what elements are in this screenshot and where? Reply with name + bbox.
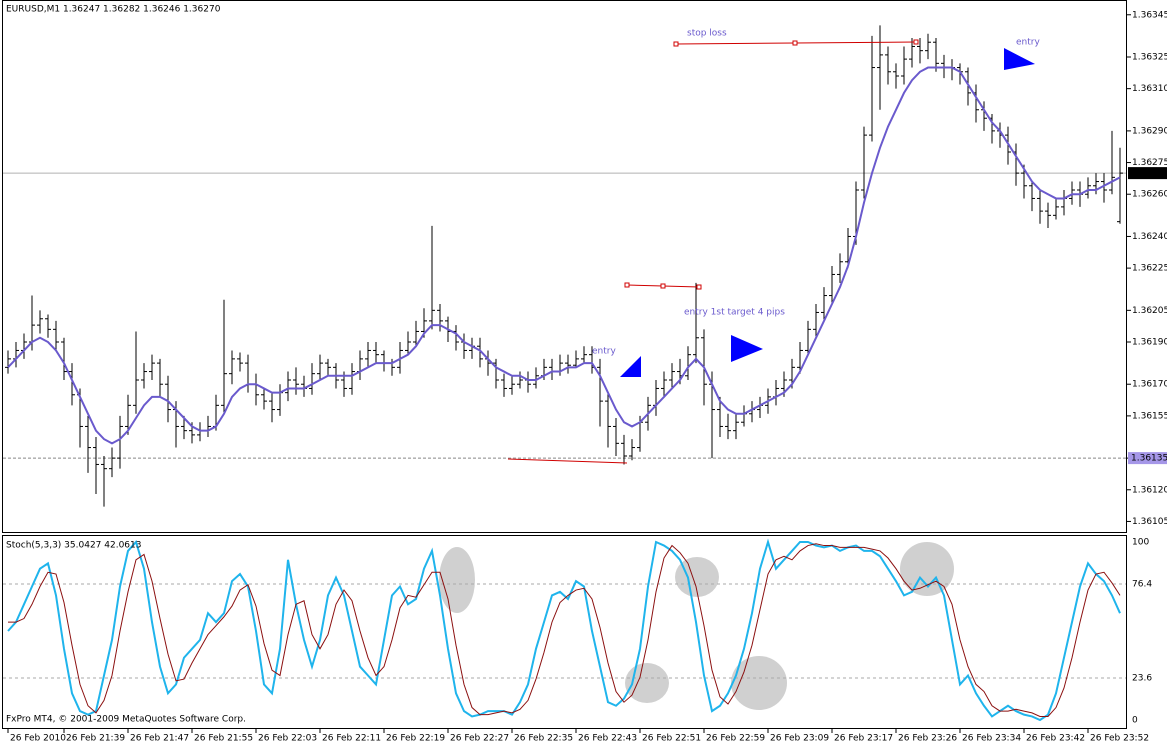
handle — [696, 284, 702, 290]
x-tick-label: 26 Feb 23:17 — [834, 734, 893, 744]
drawn-objects — [507, 39, 919, 464]
y-tick-label: 1.36290 — [1132, 126, 1167, 136]
low-line — [507, 458, 628, 464]
x-tick-label: 26 Feb 22:27 — [450, 734, 509, 744]
x-tick-label: 26 Feb 22:51 — [642, 734, 701, 744]
x-tick-label: 26 Feb 22:03 — [258, 734, 317, 744]
indicator-title: Stoch(5,3,3) 35.0427 42.0613 — [6, 541, 141, 551]
x-tick-label: 26 Feb 23:34 — [962, 734, 1021, 744]
blob — [439, 547, 475, 613]
entry-arrow — [620, 356, 641, 377]
x-tick-label: 26 Feb 22:11 — [322, 734, 381, 744]
blob — [675, 557, 719, 597]
handle — [673, 41, 679, 47]
stoch-line — [7, 538, 1121, 722]
y-tick-label: 1.36225 — [1132, 264, 1167, 274]
x-tick-label: 26 Feb 22:59 — [706, 734, 765, 744]
stoch-line — [8, 543, 1121, 717]
stoch-panel — [2, 535, 1127, 729]
y-tick-label: 0 — [1132, 716, 1138, 726]
handle — [792, 40, 798, 46]
y-tick-label: 1.36275 — [1132, 158, 1167, 168]
moving-average — [7, 66, 1121, 445]
x-tick-label: 26 Feb 22:43 — [578, 734, 637, 744]
y-tick-label: 76.4 — [1132, 580, 1152, 590]
price-label: 1.36270 — [1131, 169, 1167, 179]
blob — [900, 542, 954, 596]
y-tick-label: 1.36170 — [1132, 380, 1167, 390]
footer: FxPro MT4, © 2001-2009 MetaQuotes Softwa… — [6, 715, 246, 725]
x-tick-label: 26 Feb 2010 — [10, 734, 66, 744]
handle — [624, 282, 630, 288]
entry-arrow — [731, 335, 763, 362]
handle — [913, 39, 919, 45]
x-tick-label: 26 Feb 23:52 — [1090, 734, 1149, 744]
chart-title: EURUSD,M1 1.36247 1.36282 1.36246 1.3627… — [6, 5, 221, 15]
price-panel — [2, 0, 1127, 533]
alert-label: 1.36135 — [1131, 454, 1167, 464]
y-tick-label: 1.36310 — [1132, 84, 1167, 94]
annotation: entry — [1016, 38, 1040, 48]
x-tick-label: 26 Feb 23:26 — [898, 734, 957, 744]
indicator-blobs — [439, 542, 954, 710]
handle — [660, 283, 666, 289]
x-tick-label: 26 Feb 21:47 — [130, 734, 189, 744]
y-tick-label: 1.36155 — [1132, 411, 1167, 421]
x-tick-label: 26 Feb 22:19 — [386, 734, 445, 744]
annotation: stop loss — [687, 29, 727, 39]
y-tick-label: 1.36345 — [1132, 10, 1167, 20]
alert-label-box — [1128, 452, 1167, 465]
annotation: entry 1st target 4 pips — [684, 308, 785, 318]
x-tick-label: 26 Feb 23:42 — [1026, 734, 1085, 744]
y-tick-label: 1.36190 — [1132, 338, 1167, 348]
y-tick-label: 1.36120 — [1132, 485, 1167, 495]
blob — [625, 663, 669, 703]
y-tick-label: 1.36105 — [1132, 517, 1167, 527]
entry-arrow — [1004, 48, 1035, 70]
x-tick-label: 26 Feb 21:55 — [194, 734, 253, 744]
y-tick-label: 23.6 — [1132, 673, 1152, 683]
price-label-box — [1128, 167, 1167, 180]
y-tick-label: 100 — [1132, 538, 1149, 548]
y-tick-label: 1.36240 — [1132, 232, 1167, 242]
y-tick-label: 1.36260 — [1132, 190, 1167, 200]
plot: 1.363451.363251.363101.362901.362751.362… — [3, 10, 1167, 744]
annotation: entry — [592, 347, 616, 357]
x-tick-label: 26 Feb 22:35 — [514, 734, 573, 744]
x-tick-label: 26 Feb 21:39 — [66, 734, 125, 744]
x-tick-label: 26 Feb 23:09 — [770, 734, 829, 744]
y-tick-label: 1.36205 — [1132, 306, 1167, 316]
y-tick-label: 1.36325 — [1132, 53, 1167, 63]
